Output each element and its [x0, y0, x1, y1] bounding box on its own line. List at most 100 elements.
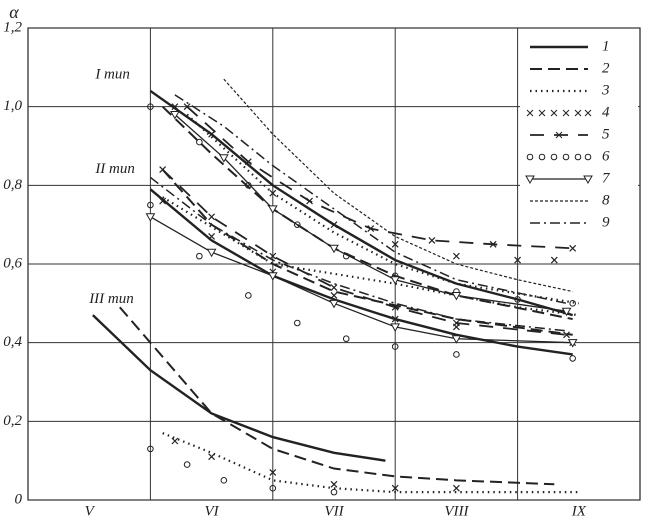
series-line — [161, 105, 573, 321]
triangle-marker — [561, 307, 572, 317]
series-line — [174, 94, 567, 305]
cross-marker — [306, 197, 313, 205]
circle-marker — [147, 445, 154, 453]
circle-marker — [269, 484, 277, 492]
annotation: I тип — [94, 67, 130, 83]
cross-marker — [428, 236, 436, 244]
legend-marker — [584, 109, 592, 117]
cross-marker — [452, 252, 460, 260]
cross-marker — [208, 130, 216, 138]
x-tick-label: V — [85, 503, 96, 519]
cross-marker — [391, 484, 399, 492]
cross-marker — [208, 213, 216, 221]
triangle-marker — [206, 248, 217, 258]
series-line — [149, 89, 574, 317]
triangle-marker — [145, 213, 156, 222]
circle-marker — [196, 138, 203, 146]
series-line — [161, 168, 573, 336]
legend-label: 9 — [602, 214, 610, 230]
triangle-marker — [451, 335, 462, 344]
circle-marker — [196, 252, 203, 260]
circle-marker — [293, 319, 301, 327]
legend-label: 8 — [602, 192, 610, 208]
annotation: II тип — [94, 161, 135, 177]
triangle-marker — [451, 291, 462, 301]
legend-marker — [574, 109, 582, 117]
legend-label: 6 — [602, 148, 610, 164]
circle-marker — [514, 296, 521, 303]
series-line — [174, 114, 567, 312]
legend-marker — [550, 153, 558, 161]
legend-marker — [574, 153, 582, 161]
legend-marker — [562, 153, 570, 161]
cross-marker — [208, 453, 216, 461]
circle-marker — [453, 351, 460, 358]
triangle-marker — [267, 272, 278, 281]
x-tick-label: VI — [205, 503, 220, 519]
circle-marker — [293, 221, 301, 228]
y-tick-label: 0 — [15, 491, 23, 507]
legend-marker — [525, 175, 535, 185]
cross-marker — [171, 103, 179, 111]
circle-marker — [147, 201, 154, 209]
triangle-marker — [567, 339, 578, 348]
y-tick-label: 1,2 — [3, 19, 22, 35]
legend-label: 3 — [601, 82, 610, 98]
cross-marker — [159, 166, 167, 174]
legend-marker — [526, 153, 534, 161]
cross-marker — [269, 189, 277, 197]
cross-marker — [391, 315, 399, 323]
circle-marker — [391, 343, 399, 350]
circle-marker — [245, 292, 252, 299]
triangle-marker — [267, 205, 278, 214]
cross-marker — [183, 103, 191, 111]
triangle-marker — [218, 154, 229, 163]
y-tick-label: 0,8 — [3, 177, 22, 193]
cross-marker — [391, 303, 399, 311]
circle-marker — [342, 335, 350, 343]
cross-marker — [244, 158, 252, 166]
circle-marker — [220, 477, 228, 484]
cross-marker — [159, 197, 167, 205]
cross-marker — [563, 331, 570, 339]
legend-label: 4 — [602, 104, 610, 120]
circle-marker — [330, 488, 338, 496]
circle-marker — [569, 300, 576, 307]
triangle-marker — [329, 299, 339, 309]
legend-marker — [555, 131, 563, 139]
triangle-marker — [390, 276, 401, 285]
series-line — [186, 105, 573, 250]
legend-marker — [538, 109, 546, 117]
y-tick-label: 0,6 — [3, 255, 22, 271]
y-tick-label: 0,2 — [3, 413, 22, 429]
cross-marker — [452, 319, 460, 327]
cross-marker — [569, 244, 577, 252]
cross-marker — [550, 256, 558, 264]
cross-marker — [330, 284, 338, 292]
cross-marker — [269, 469, 277, 476]
series-line — [149, 188, 573, 356]
legend-label: 5 — [602, 126, 610, 142]
y-axis-label: α — [9, 2, 19, 22]
series-line — [149, 176, 567, 332]
cross-marker — [489, 240, 497, 248]
triangle-marker — [329, 244, 339, 254]
cross-marker — [171, 437, 179, 445]
x-tick-label: IX — [571, 503, 587, 519]
y-tick-label: 0,4 — [3, 334, 22, 350]
circle-marker — [147, 103, 154, 110]
legend-marker — [538, 153, 546, 161]
legend-label: 1 — [602, 38, 610, 54]
legend-box — [520, 32, 638, 232]
series-line — [92, 314, 386, 462]
legend-marker — [550, 109, 558, 117]
cross-marker — [391, 240, 399, 248]
series-line — [150, 216, 573, 344]
cross-marker — [514, 256, 522, 264]
y-tick-label: 1,0 — [3, 98, 22, 114]
legend-marker — [583, 175, 593, 185]
cross-marker — [330, 292, 338, 299]
cross-marker — [330, 221, 338, 229]
cross-marker — [208, 233, 216, 240]
